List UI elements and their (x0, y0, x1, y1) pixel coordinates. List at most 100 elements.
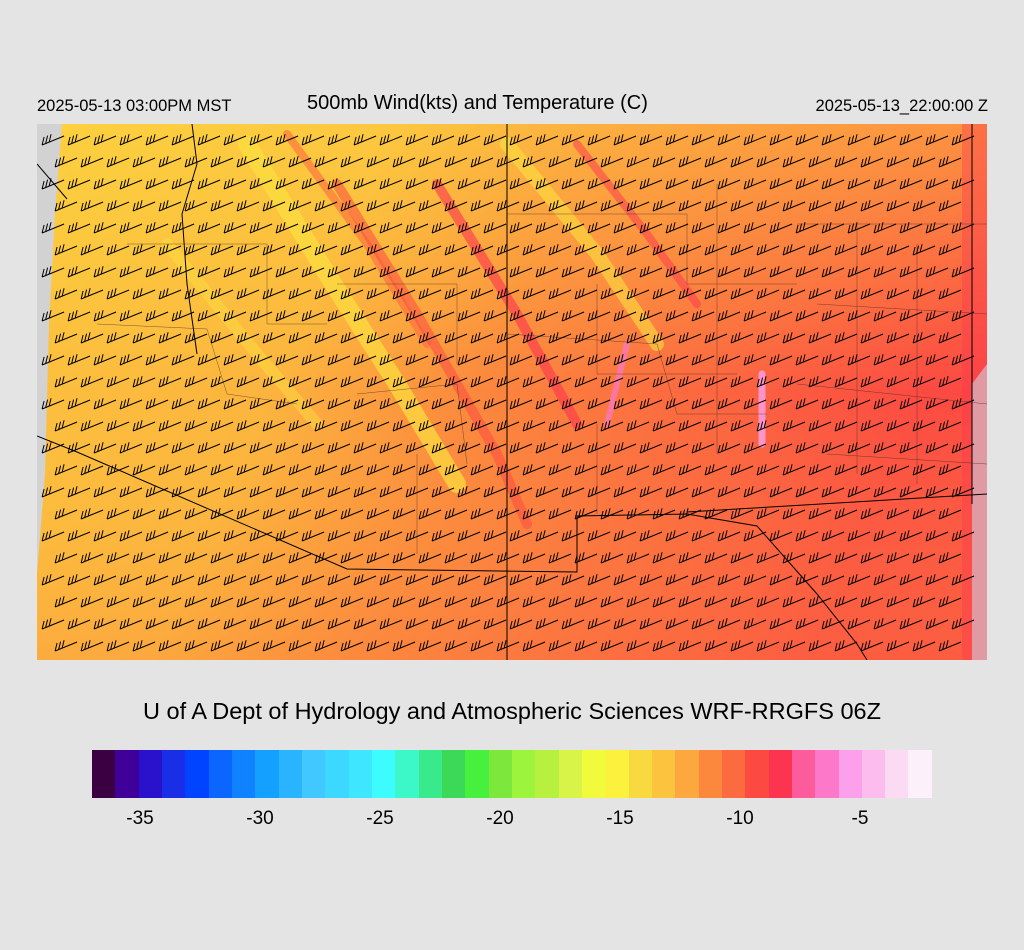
wind-barb (691, 618, 715, 630)
wind-barb (769, 266, 793, 278)
wind-barb (808, 640, 832, 652)
wind-barb (236, 200, 260, 212)
wind-barb (873, 222, 897, 234)
wind-barb (535, 398, 559, 410)
wind-barb (223, 530, 247, 542)
wind-barb (834, 288, 858, 300)
wind-barb (756, 464, 780, 476)
wind-barb (301, 530, 325, 542)
wind-barb (769, 134, 793, 146)
wind-barb (119, 618, 143, 630)
colorbar-swatch (885, 750, 909, 798)
wind-barb (847, 442, 871, 454)
wind-barb (275, 442, 299, 454)
wind-barb (483, 222, 507, 234)
wind-barb (301, 222, 325, 234)
wind-barb (67, 266, 91, 278)
wind-barb (301, 618, 325, 630)
wind-barb (639, 398, 663, 410)
wind-barb (522, 464, 546, 476)
wind-barb (392, 332, 416, 344)
wind-barb (717, 266, 741, 278)
wind-barb (574, 156, 598, 168)
wind-barb (145, 222, 169, 234)
wind-barb (743, 530, 767, 542)
wind-barb (262, 420, 286, 432)
wind-barb (496, 552, 520, 564)
wind-barb (795, 310, 819, 322)
wind-barb (119, 530, 143, 542)
wind-barb (314, 156, 338, 168)
wind-barb (210, 552, 234, 564)
wind-barb (353, 310, 377, 322)
wind-barb (821, 222, 845, 234)
wind-barb (639, 266, 663, 278)
wind-barb (418, 596, 442, 608)
wind-barb (405, 310, 429, 322)
wind-barb (106, 464, 130, 476)
wind-barb (912, 376, 936, 388)
wind-barb (171, 222, 195, 234)
wind-barb (184, 420, 208, 432)
wind-barb (379, 178, 403, 190)
wind-barb (145, 134, 169, 146)
wind-barb (847, 266, 871, 278)
wind-barb (626, 244, 650, 256)
colorbar-tick-label: -25 (366, 808, 394, 829)
wind-barb (821, 310, 845, 322)
wind-barb (600, 464, 624, 476)
wind-barb (327, 222, 351, 234)
colorbar-tick-label: -10 (726, 808, 754, 829)
wind-barb (444, 332, 468, 344)
wind-barb (132, 288, 156, 300)
wind-barb (314, 640, 338, 652)
wind-barb (678, 156, 702, 168)
wind-barb (873, 266, 897, 278)
wind-barb (158, 420, 182, 432)
wind-barb (197, 266, 221, 278)
wind-barb (379, 398, 403, 410)
wind-barb (678, 288, 702, 300)
wind-barb (405, 442, 429, 454)
wind-barb (106, 552, 130, 564)
wind-barb (405, 178, 429, 190)
wind-barb (210, 288, 234, 300)
wind-barb (613, 486, 637, 498)
wind-barb (93, 442, 117, 454)
wind-barb (431, 266, 455, 278)
wind-barb (925, 134, 949, 146)
wind-barb (67, 354, 91, 366)
wind-barb (834, 596, 858, 608)
wind-barb (210, 508, 234, 520)
wind-barb (925, 266, 949, 278)
wind-barb (574, 244, 598, 256)
wind-barb (262, 200, 286, 212)
wind-barb (899, 530, 923, 542)
wind-barb (847, 222, 871, 234)
wind-barb (938, 200, 962, 212)
wind-barb (496, 640, 520, 652)
wind-barb (756, 156, 780, 168)
temperature-colorbar (92, 750, 932, 798)
wind-barb (405, 618, 429, 630)
wind-barb (197, 354, 221, 366)
wind-barb (821, 442, 845, 454)
wind-barb (561, 398, 585, 410)
wind-barb (743, 398, 767, 410)
wind-barb (509, 442, 533, 454)
wind-barb (730, 156, 754, 168)
wind-barb (886, 288, 910, 300)
wind-barb (795, 354, 819, 366)
wind-barb (678, 244, 702, 256)
wind-barb (184, 552, 208, 564)
wind-barb (340, 200, 364, 212)
wind-barb (587, 486, 611, 498)
wind-barb (340, 420, 364, 432)
wind-barb (522, 508, 546, 520)
wind-barb (93, 618, 117, 630)
wind-barb (769, 222, 793, 234)
wind-barb (548, 332, 572, 344)
wind-barb (67, 530, 91, 542)
valid-time-utc: 2025-05-13_22:00:00 Z (815, 97, 988, 115)
wind-barb (171, 178, 195, 190)
